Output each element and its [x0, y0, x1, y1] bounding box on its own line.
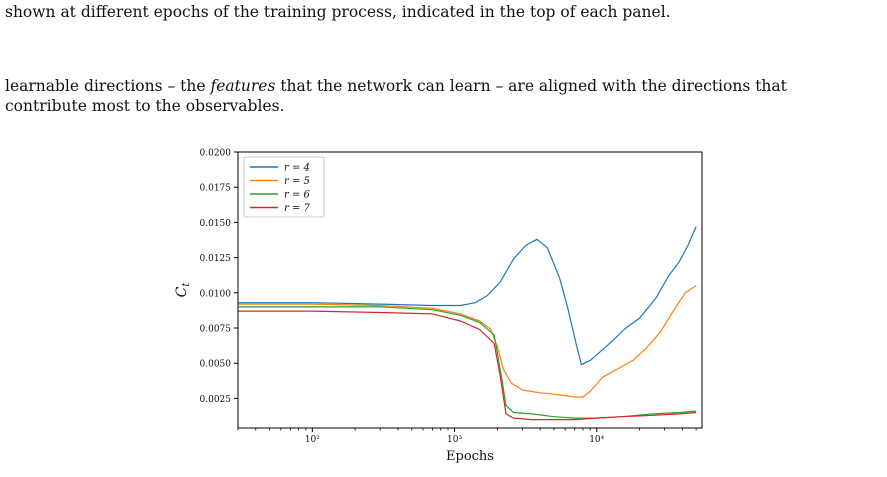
caption-fragment: shown at different epochs of the trainin… — [5, 3, 671, 21]
paragraph-line-1-post: that the network can learn – are aligned… — [275, 77, 787, 95]
x-tick-label: 10⁴ — [589, 435, 604, 445]
y-tick-label: 0.0175 — [200, 184, 232, 194]
paragraph-line-1: learnable directions – the features that… — [5, 76, 787, 96]
y-axis-label: Ct — [174, 282, 192, 298]
paragraph-line-1-pre: learnable directions – the — [5, 77, 211, 95]
x-axis-label: Epochs — [446, 449, 494, 464]
x-tick-label: 10² — [305, 435, 320, 445]
y-tick-label: 0.0075 — [200, 325, 232, 335]
series-line-1 — [238, 226, 697, 366]
y-tick-label: 0.0150 — [200, 219, 232, 229]
y-tick-label: 0.0025 — [200, 395, 232, 405]
legend-label: r = 6 — [284, 190, 311, 201]
features-emphasis: features — [210, 77, 276, 95]
plot-frame — [237, 151, 703, 429]
y-tick-label: 0.0200 — [200, 149, 232, 159]
body-paragraph: learnable directions – the features that… — [5, 76, 787, 116]
legend-label: r = 7 — [284, 203, 311, 214]
series-line-2 — [238, 285, 697, 398]
y-tick-label: 0.0100 — [200, 289, 232, 299]
legend: r = 4 r = 5 r = 6 r = 7 — [243, 156, 325, 218]
paragraph-line-2: contribute most to the observables. — [5, 97, 285, 115]
axes-layer: 0.0025 0.0050 0.0075 0.0100 0.0125 0.0150 0.01… — [200, 149, 697, 445]
series-layer — [238, 226, 697, 421]
legend-label: r = 5 — [284, 176, 310, 187]
legend-label: r = 4 — [284, 163, 310, 174]
x-tick-label: 10³ — [447, 435, 462, 445]
y-tick-label: 0.0050 — [200, 360, 232, 370]
y-tick-label: 0.0125 — [200, 254, 232, 264]
series-line-4 — [238, 310, 697, 421]
legend-box — [243, 156, 325, 218]
